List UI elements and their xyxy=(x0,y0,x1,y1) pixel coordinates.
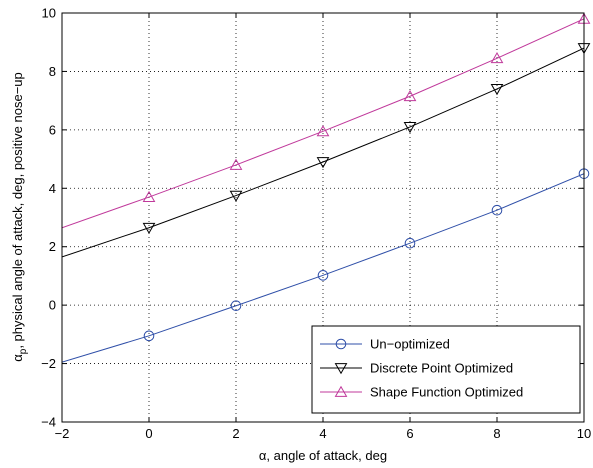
series-line xyxy=(62,18,584,229)
triangle-down-marker xyxy=(403,122,417,134)
x-tick-label: 6 xyxy=(406,426,413,441)
legend-label: Discrete Point Optimized xyxy=(370,361,513,376)
triangle-down-marker xyxy=(316,157,330,169)
y-tick-label: 4 xyxy=(49,181,56,196)
x-tick-label: −2 xyxy=(55,426,70,441)
series-1 xyxy=(62,168,590,363)
grid-lines xyxy=(62,13,584,422)
triangle-up-marker xyxy=(490,52,504,64)
x-tick-label: 10 xyxy=(577,426,591,441)
triangle-up-marker xyxy=(142,190,156,202)
x-tick-label: 0 xyxy=(145,426,152,441)
y-tick-label: 8 xyxy=(49,64,56,79)
triangle-down-marker xyxy=(334,363,348,375)
circle-marker xyxy=(143,330,155,342)
legend-entry: Shape Function Optimized xyxy=(320,385,523,400)
legend-box xyxy=(311,325,581,414)
x-tick-label: 4 xyxy=(319,426,326,441)
series-line xyxy=(62,173,584,363)
series-layer xyxy=(62,12,591,363)
y-axis-label-text: , physical angle of attack, deg, positiv… xyxy=(10,72,25,348)
y-axis-label-subscript: p xyxy=(18,348,29,354)
triangle-up-marker xyxy=(403,90,417,102)
x-axis-label: α, angle of attack, deg xyxy=(259,448,387,463)
triangle-down-marker xyxy=(142,222,156,234)
y-tick-label: 10 xyxy=(42,6,56,21)
series-2 xyxy=(62,43,591,258)
y-tick-label: 6 xyxy=(49,122,56,137)
legend: Un−optimized Discrete Point Optimized Shap… xyxy=(311,325,581,414)
triangle-up-marker xyxy=(229,158,243,170)
circle-marker xyxy=(317,270,329,281)
y-tick-label: −2 xyxy=(41,356,56,371)
triangle-up-marker xyxy=(316,125,330,137)
y-axis-label-symbol: α xyxy=(10,354,25,362)
legend-label: Un−optimized xyxy=(370,337,450,352)
triangle-down-marker xyxy=(490,84,504,96)
x-tick-label: 8 xyxy=(493,426,500,441)
legend-entry: Un−optimized xyxy=(320,337,450,352)
circle-marker xyxy=(404,237,416,249)
circle-marker xyxy=(491,204,503,216)
triangle-down-marker xyxy=(229,190,243,202)
y-tick-label: 0 xyxy=(49,298,56,313)
circle-marker xyxy=(230,300,242,312)
legend-label: Shape Function Optimized xyxy=(370,385,523,400)
y-axis-label: αp, physical angle of attack, deg, posit… xyxy=(10,72,29,362)
series-line xyxy=(62,47,584,258)
y-tick-label: 2 xyxy=(49,239,56,254)
circle-marker xyxy=(335,338,347,350)
y-tick-label: −4 xyxy=(41,415,56,430)
axis-ticks xyxy=(61,12,585,423)
x-tick-label: 2 xyxy=(232,426,239,441)
legend-entries: Un−optimized Discrete Point Optimized Shap… xyxy=(320,337,523,400)
legend-entry: Discrete Point Optimized xyxy=(320,361,513,376)
triangle-up-marker xyxy=(334,385,348,397)
